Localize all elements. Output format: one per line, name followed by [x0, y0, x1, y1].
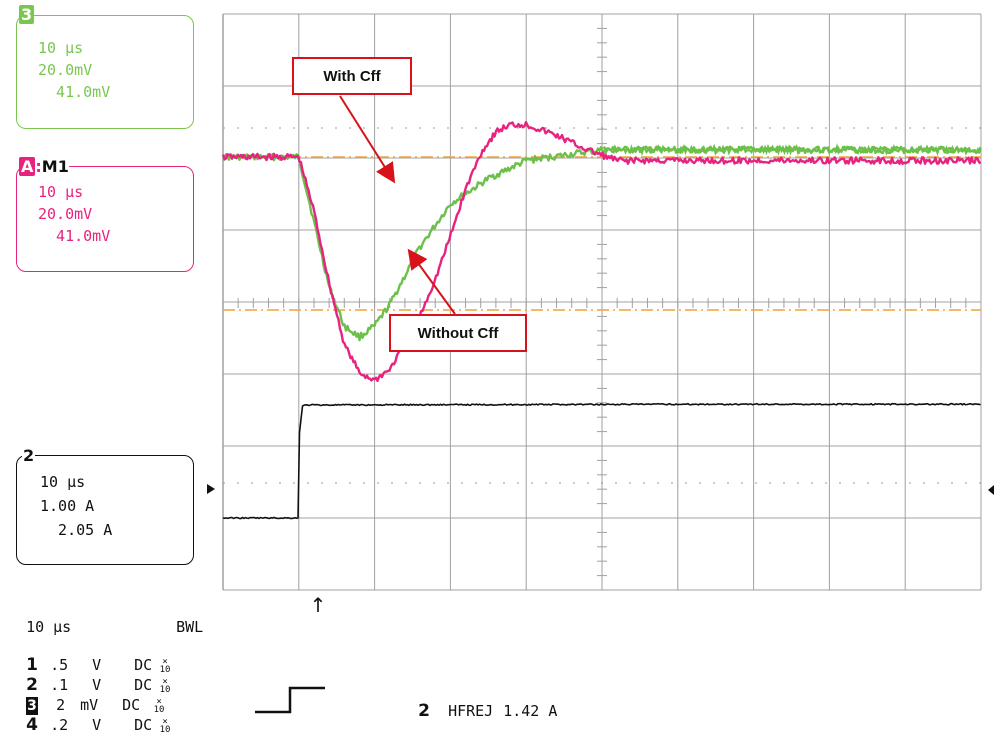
- with-cff-arrow: [339, 95, 396, 184]
- channel-volts: .1: [50, 676, 69, 694]
- channel-volts: .2: [50, 716, 69, 734]
- channel-unit: V: [92, 676, 102, 694]
- channel-coupling: DC: [134, 716, 153, 734]
- math-value: 41.0mV: [38, 227, 111, 245]
- channel-2-value: 2.05 A: [40, 521, 113, 539]
- trace-without-cff: [221, 120, 982, 383]
- channel-volts: .5: [50, 656, 69, 674]
- channel-3-value: 41.0mV: [38, 83, 111, 101]
- channel-3-number: 3: [19, 5, 35, 24]
- channel-2-info-box: [16, 455, 194, 565]
- timebase-readout: 10 μs BWL: [8, 600, 203, 636]
- channel-2-number: 2: [23, 446, 35, 465]
- channel-3-timebase: 10 μs: [38, 39, 84, 57]
- trigger-level: 1.42 A: [503, 702, 558, 720]
- right-edge-marker: [988, 485, 994, 495]
- math-m1-info-box: [16, 166, 194, 272]
- without-cff-arrow: [407, 248, 456, 315]
- math-letter: A: [19, 157, 36, 176]
- channel-number: 4: [26, 715, 38, 735]
- probe-attenuation: × 10: [159, 716, 171, 735]
- channel-2-scale: 1.00 A: [40, 497, 95, 515]
- channel-2-tag: 2: [22, 446, 36, 465]
- math-name: M1: [41, 157, 69, 176]
- timebase-value: 10 μs: [26, 618, 72, 636]
- trigger-mode: HFREJ: [448, 702, 494, 720]
- probe-attenuation: × 10: [159, 676, 171, 695]
- channel-row: 4.2 V DC × 10: [8, 698, 172, 734]
- reference-lines: [223, 156, 981, 311]
- math-m1-tag: A:M1: [19, 157, 69, 176]
- channel-unit: V: [92, 716, 102, 734]
- ch2-level-marker: [207, 484, 215, 494]
- trace-load-current: [222, 402, 981, 520]
- trigger-readout: 2 HFREJ 1.42 A: [400, 684, 557, 720]
- trigger-source: 2: [418, 701, 430, 721]
- channel-number: 2: [26, 675, 38, 695]
- channel-row: 3 2 mV DC × 10: [8, 678, 166, 715]
- channel-coupling: DC: [122, 696, 141, 714]
- channel-number: 3: [26, 697, 38, 715]
- callout-arrows: [339, 95, 456, 315]
- math-separator: :: [35, 157, 42, 176]
- channel-3-info-box: [16, 15, 194, 129]
- channel-coupling: DC: [134, 676, 153, 694]
- channel-unit: mV: [80, 696, 99, 714]
- channel-2-timebase: 10 μs: [40, 473, 86, 491]
- probe-attenuation: × 10: [159, 656, 171, 675]
- traces: [221, 120, 982, 520]
- without-cff-callout: Without Cff: [389, 314, 527, 352]
- channel-row: 2 .1 V DC × 10: [8, 658, 172, 694]
- probe-attenuation: × 10: [153, 696, 165, 715]
- math-timebase: 10 μs: [38, 183, 84, 201]
- trigger-slope-icon: [255, 686, 325, 714]
- with-cff-callout: With Cff: [292, 57, 412, 95]
- channel-coupling: DC: [134, 656, 153, 674]
- channel-volts: 2: [56, 696, 66, 714]
- channel-row: 1 .5 V DC × 10: [8, 638, 172, 674]
- grid: ↑: [207, 13, 994, 714]
- trace-with-cff-overlay: [602, 142, 982, 157]
- channel-unit: V: [92, 656, 102, 674]
- channel-number: 1: [26, 655, 38, 675]
- trigger-position-arrow: ↑: [310, 593, 327, 617]
- math-scale: 20.0mV: [38, 205, 93, 223]
- channel-3-tag: 3: [19, 5, 35, 24]
- bwl-indicator: BWL: [176, 618, 204, 636]
- channel-3-scale: 20.0mV: [38, 61, 93, 79]
